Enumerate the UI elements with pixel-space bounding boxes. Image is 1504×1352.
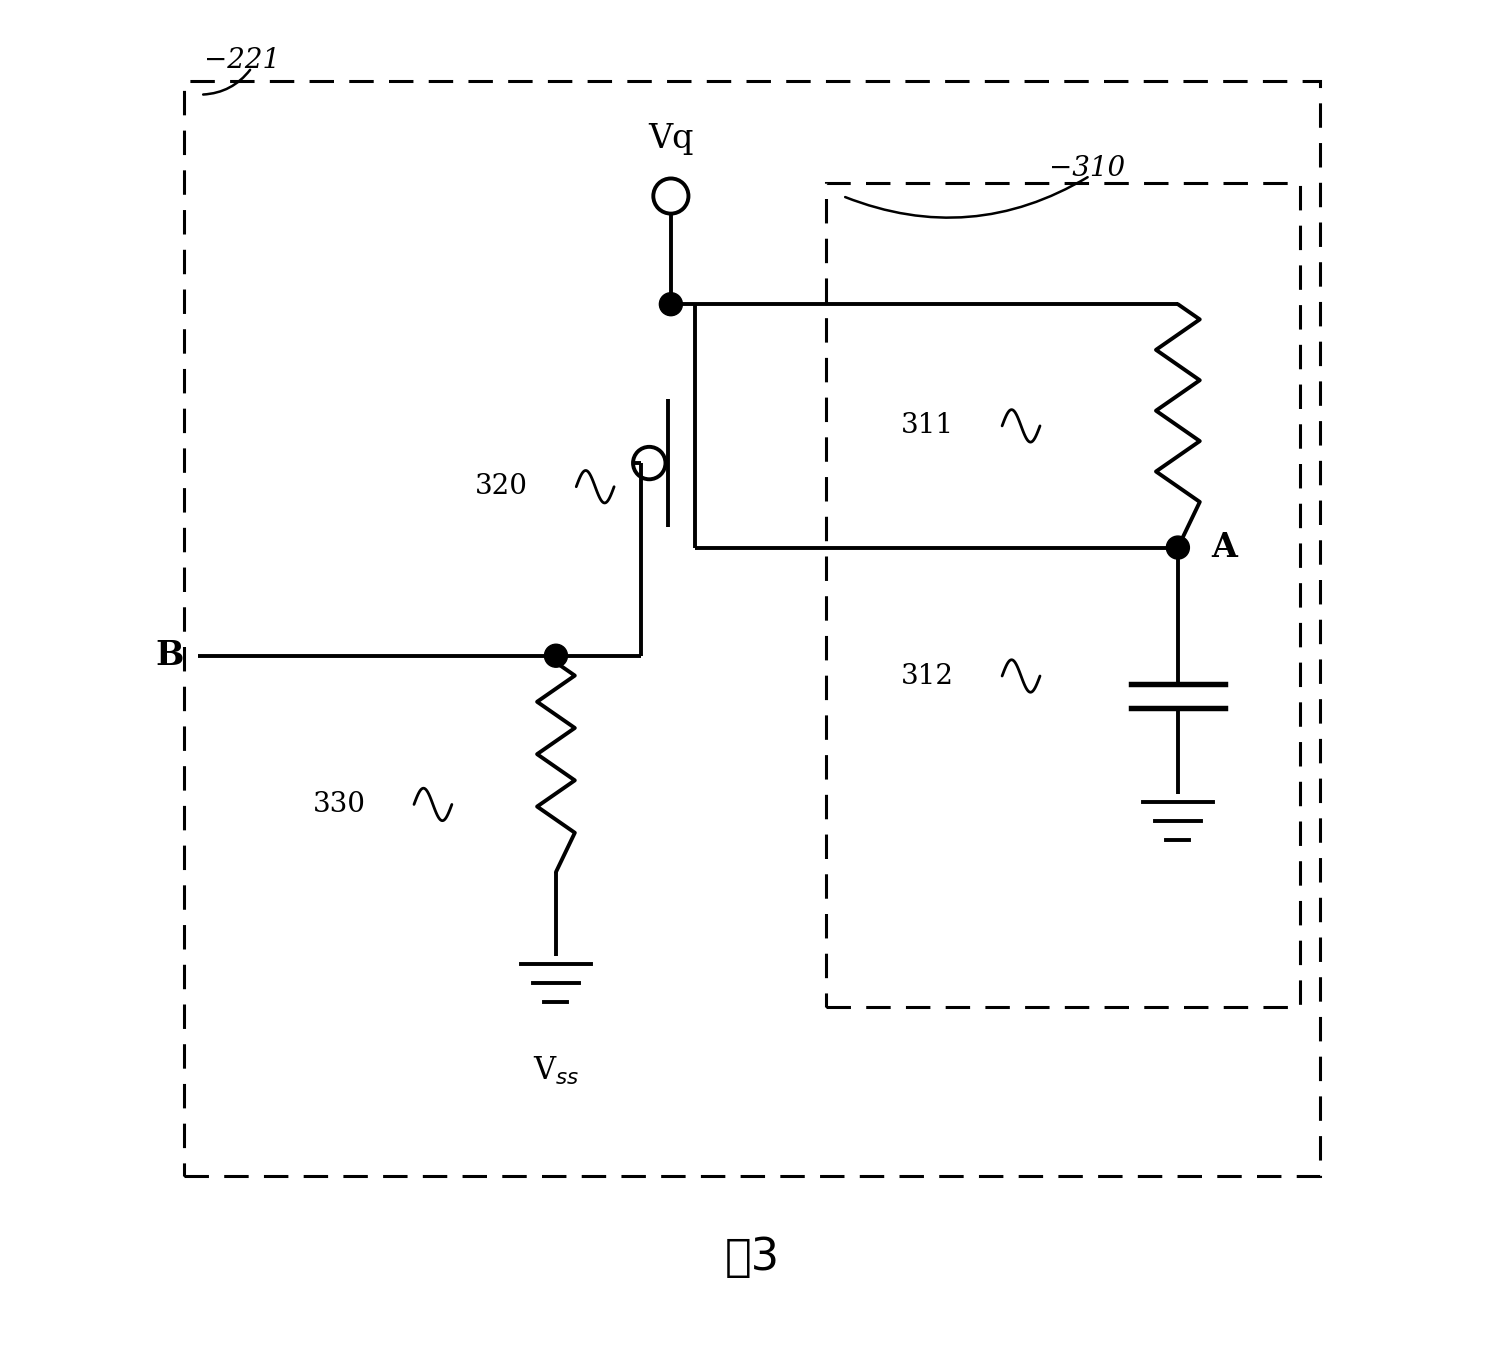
- Circle shape: [544, 645, 567, 668]
- Text: −221: −221: [205, 47, 281, 74]
- Text: Vq: Vq: [648, 123, 693, 155]
- Text: V$_{ss}$: V$_{ss}$: [532, 1055, 579, 1087]
- Text: 330: 330: [313, 791, 365, 818]
- Text: 311: 311: [901, 412, 954, 439]
- Circle shape: [1167, 537, 1190, 560]
- Text: 320: 320: [475, 473, 528, 500]
- Text: A: A: [1212, 531, 1238, 564]
- Text: −310: −310: [1050, 155, 1125, 183]
- Text: 312: 312: [901, 662, 954, 690]
- Text: 图3: 图3: [725, 1236, 779, 1279]
- Circle shape: [659, 293, 683, 316]
- Text: B: B: [156, 639, 183, 672]
